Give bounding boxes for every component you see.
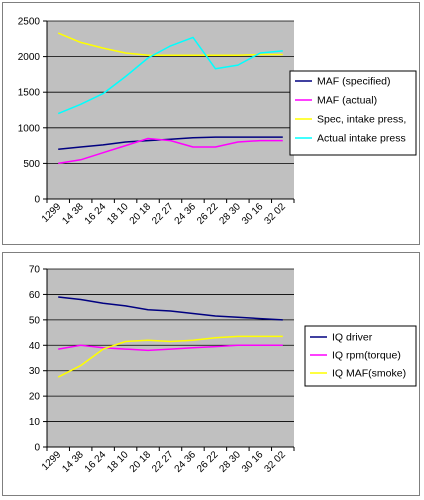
x-tick-label: 32 02	[262, 449, 288, 475]
series-line-3	[57, 32, 283, 56]
series-line-4	[57, 36, 283, 115]
x-tick-label: 22 27	[150, 449, 176, 475]
series-line-1	[58, 296, 283, 321]
y-tick-label: 500	[23, 159, 40, 170]
legend-label: Spec, intake press,	[317, 114, 406, 126]
x-tick-label: 32 02	[262, 201, 288, 227]
x-tick-label: 22 27	[150, 201, 176, 227]
y-tick-label: 60	[29, 290, 41, 301]
x-tick-label: 30 16	[240, 201, 266, 227]
x-tick-label: 18 10	[105, 449, 131, 475]
x-tick-label: 26 22	[195, 201, 221, 227]
y-tick-label: 10	[29, 417, 41, 428]
legend-label: IQ MAF(smoke)	[332, 368, 406, 380]
y-tick-label: 20	[29, 392, 41, 403]
legend-label: IQ rpm(torque)	[332, 350, 401, 362]
x-tick-label: 20 18	[128, 201, 154, 227]
x-tick-label: 24 36	[173, 201, 199, 227]
y-tick-label: 50	[29, 315, 41, 326]
x-tick-label: 14 38	[60, 449, 86, 475]
x-tick-label: 26 22	[195, 449, 221, 475]
y-tick-label: 30	[29, 366, 41, 377]
y-tick-label: 0	[34, 443, 40, 454]
x-tick-label: 20 18	[128, 449, 154, 475]
x-tick-label: 16 24	[83, 201, 109, 227]
plot-area	[47, 21, 294, 199]
series-line-1	[58, 136, 283, 150]
x-tick-label: 1299	[40, 449, 64, 473]
legend-label: MAF (actual)	[317, 95, 377, 107]
legend-label: MAF (specified)	[317, 76, 391, 88]
legend-box	[304, 325, 417, 387]
legend-label: IQ driver	[332, 332, 373, 344]
x-tick-label: 16 24	[83, 449, 109, 475]
y-tick-label: 2500	[18, 17, 41, 28]
series-line-3	[57, 335, 283, 378]
series-line-2	[58, 137, 283, 165]
x-tick-label: 30 16	[240, 449, 266, 475]
legend-label: Actual intake press	[317, 133, 406, 145]
x-tick-label: 28 30	[218, 201, 244, 227]
x-tick-label: 18 10	[105, 201, 131, 227]
y-tick-label: 70	[29, 265, 41, 276]
x-tick-label: 14 38	[60, 201, 86, 227]
y-tick-label: 40	[29, 341, 41, 352]
x-tick-label: 28 30	[218, 449, 244, 475]
y-tick-label: 1500	[18, 88, 41, 99]
y-tick-label: 2000	[18, 52, 41, 63]
plot-area	[47, 269, 294, 447]
y-tick-label: 1000	[18, 123, 41, 134]
x-tick-label: 24 36	[173, 449, 199, 475]
series-line-2	[58, 344, 283, 352]
legend-box	[289, 70, 417, 156]
x-tick-label: 1299	[40, 201, 64, 225]
y-tick-label: 0	[34, 195, 40, 206]
chart-panel-top: 0 500 1000 1500 2000 2500 1299 14 38 16 24 18 10 2…	[2, 2, 420, 245]
chart-panel-bottom: 0 10 20 30 40 50 60 70 1299 14 38 16 24 18 10 20 18 2…	[2, 252, 420, 496]
